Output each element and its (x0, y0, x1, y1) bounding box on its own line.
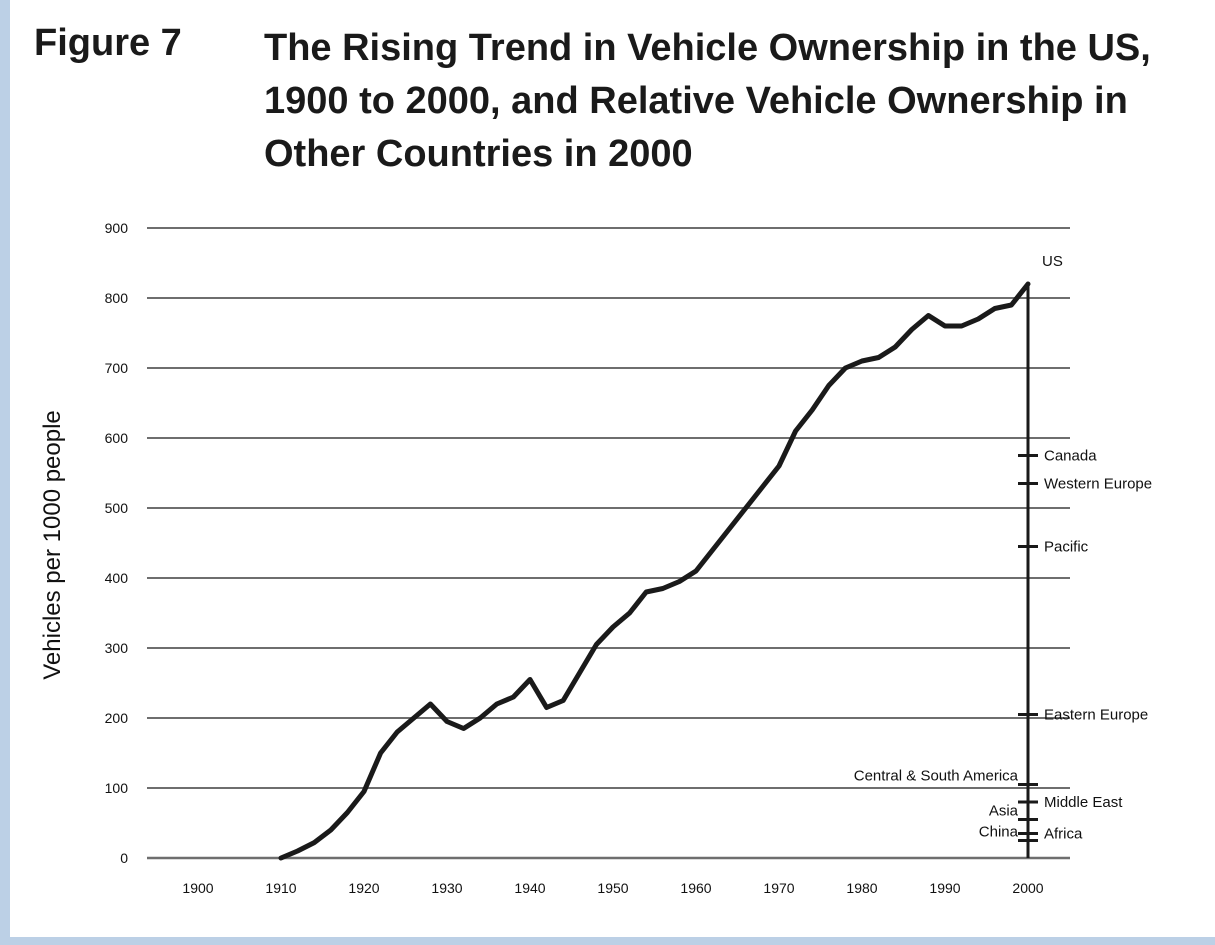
y-tick-500: 500 (105, 500, 129, 516)
y-tick-800: 800 (105, 290, 129, 306)
reference-marks-layer: US Canada Western Europe Pacific Eastern Eur… (854, 253, 1152, 858)
ref-label-pacific: Pacific (1044, 539, 1089, 556)
series-line-us (278, 281, 1031, 861)
y-tick-100: 100 (105, 780, 129, 796)
ref-label-eastern-europe: Eastern Europe (1044, 707, 1148, 724)
figure-label: Figure 7 (34, 22, 182, 64)
x-tick-1960: 1960 (680, 880, 711, 896)
figure-title: The Rising Trend in Vehicle Ownership in… (264, 27, 1151, 175)
ref-label-africa: Africa (1044, 826, 1083, 843)
ref-label-middle-east: Middle East (1044, 794, 1123, 811)
ref-label-canada: Canada (1044, 448, 1097, 465)
y-tick-200: 200 (105, 710, 129, 726)
ref-label-central-south-america: Central & South America (854, 768, 1019, 785)
y-tick-0: 0 (120, 850, 128, 866)
y-tick-300: 300 (105, 640, 129, 656)
grid-layer (147, 227, 1070, 860)
x-tick-1920: 1920 (348, 880, 379, 896)
x-tick-1970: 1970 (763, 880, 794, 896)
ref-label-china: China (979, 824, 1019, 841)
x-tick-1990: 1990 (929, 880, 960, 896)
ref-label-western-europe: Western Europe (1044, 476, 1152, 493)
x-tick-2000: 2000 (1012, 880, 1043, 896)
y-tick-700: 700 (105, 360, 129, 376)
y-tick-400: 400 (105, 570, 129, 586)
x-tick-1940: 1940 (514, 880, 545, 896)
x-tick-1900: 1900 (182, 880, 213, 896)
y-tick-600: 600 (105, 430, 129, 446)
x-tick-labels: 1900 1910 1920 1930 1940 1950 1960 1970 1980 1990… (182, 880, 1043, 896)
x-tick-1950: 1950 (597, 880, 628, 896)
x-tick-1980: 1980 (846, 880, 877, 896)
y-tick-labels: 0 100 200 300 400 500 600 700 800 900 (105, 220, 129, 866)
y-tick-900: 900 (105, 220, 129, 236)
x-tick-1930: 1930 (431, 880, 462, 896)
y-axis-label: Vehicles per 1000 people (39, 410, 66, 680)
x-tick-1910: 1910 (265, 880, 296, 896)
ref-label-asia: Asia (989, 803, 1019, 820)
series-layer (278, 281, 1031, 861)
ref-label-us: US (1042, 253, 1063, 270)
